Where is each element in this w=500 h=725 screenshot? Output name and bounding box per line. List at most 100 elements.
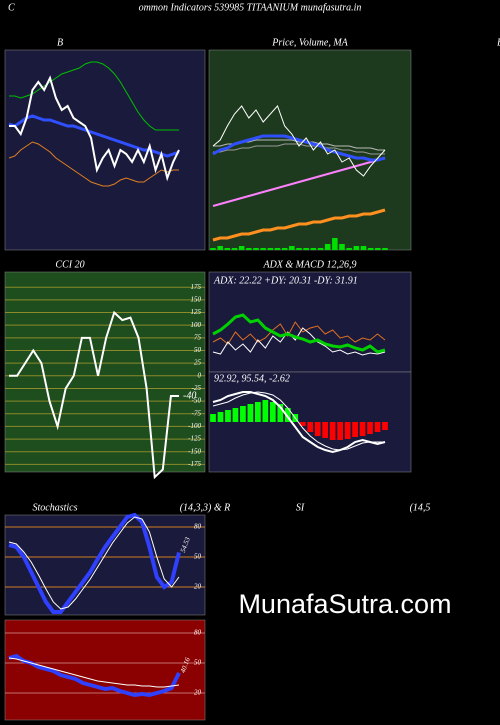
panel-title: CCI 20 (55, 259, 84, 270)
panel-title: B (57, 37, 63, 48)
header-left: C (8, 2, 15, 13)
panel-subtitle: (14,5 (410, 502, 431, 513)
bar (307, 422, 314, 432)
y-tick-label: 25 (194, 359, 202, 367)
series-line (212, 391, 385, 451)
series-line (9, 75, 180, 182)
bar (332, 238, 338, 250)
bar (217, 246, 223, 250)
series-line (212, 321, 386, 345)
bar (296, 248, 302, 250)
bar (359, 422, 366, 436)
y-tick-label: -125 (188, 435, 201, 443)
panel (4, 271, 206, 473)
bar (339, 244, 345, 250)
bar (247, 404, 254, 422)
series-line (212, 157, 386, 207)
y-tick-label: 80 (194, 523, 202, 531)
bar (260, 248, 266, 250)
bar (210, 248, 216, 250)
bar (246, 248, 252, 250)
bar (210, 414, 216, 422)
panel (208, 271, 412, 373)
y-tick-label: 50 (194, 659, 202, 667)
bar (360, 246, 367, 250)
bar (217, 412, 224, 422)
series-line (212, 208, 386, 242)
panel-title: SI (296, 502, 305, 513)
bar (224, 248, 231, 250)
y-tick-label: 125 (191, 308, 202, 316)
bar (329, 422, 336, 440)
bar (232, 408, 239, 422)
y-tick-label: -25 (192, 384, 202, 392)
bar (284, 408, 291, 422)
bar (281, 248, 288, 250)
annotation: ADX: 22.22 +DY: 20.31 -DY: 31.91 (213, 275, 358, 286)
y-tick-label: -75 (192, 409, 202, 417)
watermark: MunafaSutra.com (238, 589, 451, 619)
series-line (212, 313, 386, 354)
series-line (9, 310, 179, 480)
y-tick-label: -100 (188, 422, 201, 430)
y-tick-label: 100 (191, 321, 202, 329)
y-tick-label: -50 (192, 397, 202, 405)
panel-subtitle: (14,3,3) & R (180, 502, 231, 513)
panel (4, 619, 206, 721)
bar (337, 422, 343, 440)
bar (274, 248, 281, 250)
y-tick-label: 20 (194, 689, 202, 697)
bar (382, 422, 388, 430)
y-tick-label: 80 (194, 629, 202, 637)
bar (303, 248, 309, 250)
series-line (212, 391, 386, 454)
y-tick-label: 175 (191, 283, 202, 291)
y-tick-label: 20 (194, 583, 202, 591)
bar (262, 400, 269, 422)
bar (322, 422, 329, 438)
bar (344, 422, 351, 439)
bar (346, 248, 352, 250)
bar (231, 248, 238, 250)
series-line (212, 134, 386, 162)
panel-title: ADX & MACD 12,26,9 (262, 259, 356, 270)
series-line (9, 61, 179, 131)
panel (4, 49, 206, 251)
bar (310, 248, 317, 250)
bar (253, 248, 259, 250)
annotation: 92.92, 95.54, -2.62 (214, 373, 290, 384)
bar (352, 422, 358, 437)
bar (225, 410, 231, 422)
bar (314, 422, 321, 436)
series-line (213, 143, 385, 155)
bar (324, 244, 331, 250)
panel-title: Price, Volume, MA (271, 37, 348, 48)
y-tick-label: 0 (198, 371, 202, 379)
y-tick-label: 75 (194, 333, 202, 341)
panel (4, 514, 206, 616)
bar (238, 246, 245, 250)
bar (255, 402, 261, 422)
y-tick-label: 150 (191, 295, 202, 303)
bar (289, 246, 295, 250)
panel-title: Stochastics (33, 502, 78, 513)
series-line (8, 512, 181, 614)
bar (375, 248, 381, 250)
y-tick-label: -175 (188, 460, 201, 468)
series-line (8, 653, 181, 698)
bar (240, 406, 246, 422)
bar (267, 248, 274, 250)
series-line (8, 516, 180, 610)
bar (374, 422, 381, 432)
series-line (8, 141, 179, 187)
y-tick-label: -150 (188, 447, 201, 455)
bar (299, 422, 306, 426)
y-tick-label: 50 (194, 553, 202, 561)
bar (382, 248, 388, 250)
series-line (8, 657, 180, 688)
series-line (212, 105, 386, 177)
y-tick-label: 50 (194, 346, 202, 354)
bar (367, 422, 373, 434)
value-label: -40 (183, 390, 196, 401)
